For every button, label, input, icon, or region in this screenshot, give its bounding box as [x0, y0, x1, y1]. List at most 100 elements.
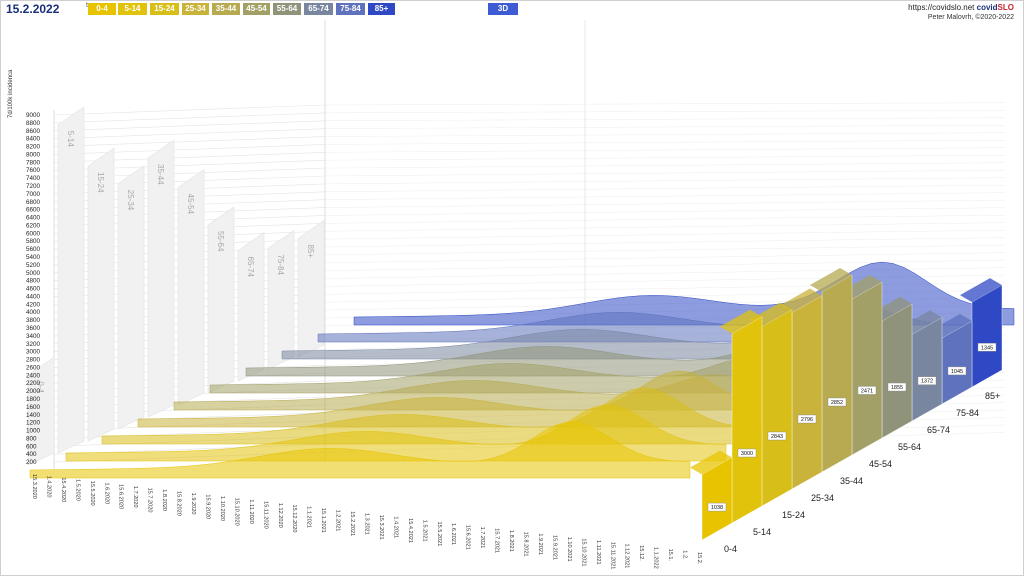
- x-date-label: 15.7.2020: [147, 488, 153, 513]
- x-date-label: 15.8.2020: [176, 491, 182, 516]
- legend-chip-25-34[interactable]: 25-34: [182, 3, 209, 15]
- x-date-label: 1.2.: [682, 550, 688, 560]
- y-tick-label: 7400: [26, 175, 41, 182]
- y-tick-label: 2200: [26, 380, 41, 387]
- x-date-label: 1.10.2021: [566, 537, 572, 562]
- x-date-label: 1.6.2021: [450, 523, 456, 545]
- y-tick-label: 1800: [26, 396, 41, 403]
- y-tick-label: 2400: [26, 372, 41, 379]
- legend-chip-75-84[interactable]: 75-84: [336, 3, 365, 15]
- x-date-label: 15.11.2021: [609, 542, 615, 570]
- y-tick-label: 9000: [26, 112, 41, 119]
- x-date-label: 1.10.2020: [219, 496, 225, 521]
- legend-chip-85+[interactable]: 85+: [368, 3, 395, 15]
- y-tick-label: 400: [26, 451, 37, 458]
- brand-slo: SLO: [997, 3, 1014, 12]
- value-label-box-35-44: [827, 397, 847, 407]
- legend-chip-15-24[interactable]: 15-24: [150, 3, 179, 15]
- back-peak-45-54: [177, 168, 205, 406]
- back-peak-label-75-84: 75-84: [276, 254, 285, 275]
- y-tick-label: 5400: [26, 254, 41, 261]
- x-date-label: 15.10.2021: [580, 538, 586, 566]
- y-axis-label: 7d/100k incidenca: [8, 69, 14, 118]
- y-tick-label: 3800: [26, 317, 41, 324]
- value-label-65-74: 1372: [921, 379, 933, 385]
- y-tick-label: 200: [26, 459, 37, 466]
- brand-covid: covid: [976, 3, 998, 12]
- y-tick-label: 1200: [26, 420, 41, 427]
- x-date-label: 1.9.2020: [190, 493, 196, 515]
- source-link[interactable]: https://covidslo.net covidSLO: [908, 3, 1014, 12]
- y-tick-label: 6800: [26, 199, 41, 206]
- value-label-75-84: 1045: [951, 369, 963, 375]
- x-date-label: 1.1.2022: [653, 547, 659, 569]
- back-peak-label-5-14: 5-14: [66, 131, 75, 148]
- back-peak-label-55-64: 55-64: [216, 231, 225, 252]
- value-label-45-54: 2471: [861, 388, 873, 394]
- value-block-65-74: [911, 317, 943, 422]
- view-3d-button[interactable]: 3D: [488, 3, 518, 15]
- value-label-box-0-4: [707, 502, 727, 512]
- age-axis-label-55-64: 55-64: [898, 442, 921, 452]
- y-tick-label: 2800: [26, 357, 41, 364]
- legend-chip-35-44[interactable]: 35-44: [212, 3, 240, 15]
- x-date-label: 15.2.2021: [349, 511, 355, 536]
- x-date-label: 15.4.2020: [60, 477, 66, 502]
- legend-chip-45-54[interactable]: 45-54: [243, 3, 270, 15]
- back-peak-75-84: [267, 229, 295, 370]
- history-ribbon-85+: [353, 261, 1015, 326]
- y-tick-label: 6000: [26, 230, 41, 237]
- value-block-top-5-14: [720, 309, 762, 334]
- x-date-label: 15.8.2021: [523, 532, 529, 557]
- x-date-label: 15.9.2020: [204, 494, 210, 519]
- age-axis-label-0-4: 0-4: [724, 544, 737, 554]
- value-label-box-25-34: [797, 414, 817, 424]
- x-date-label: 1.1.2021: [306, 506, 312, 528]
- back-peak-15-24: [87, 147, 115, 442]
- age-axis-label-35-44: 35-44: [840, 476, 863, 486]
- y-tick-label: 3600: [26, 325, 41, 332]
- back-peak-label-25-34: 25-34: [126, 190, 135, 211]
- value-block-top-85+: [960, 278, 1002, 303]
- value-label-box-75-84: [947, 366, 967, 376]
- value-block-35-44: [821, 274, 853, 473]
- y-tick-label: 8200: [26, 144, 41, 151]
- y-tick-label: 2600: [26, 364, 41, 371]
- y-tick-label: 3000: [26, 349, 41, 356]
- value-block-85+: [971, 284, 1003, 388]
- y-tick-label: 5600: [26, 246, 41, 253]
- legend-chip-5-14[interactable]: 5-14: [118, 3, 147, 15]
- legend-chip-0-4[interactable]: 0-4: [88, 3, 116, 15]
- x-date-label: 15.9.2021: [551, 535, 557, 560]
- y-tick-label: 7000: [26, 191, 41, 198]
- back-peak-65-74: [237, 231, 265, 382]
- age-axis-label-85+: 85+: [985, 391, 1000, 401]
- x-date-label: 1.11.2021: [595, 540, 601, 564]
- legend-chip-55-64[interactable]: 55-64: [273, 3, 301, 15]
- y-tick-label: 3400: [26, 333, 41, 340]
- x-date-label: 1.7.2020: [132, 486, 138, 508]
- y-tick-label: 5200: [26, 262, 41, 269]
- value-block-5-14: [731, 316, 763, 524]
- age-axis-label-45-54: 45-54: [869, 459, 892, 469]
- back-peak-label-15-24: 15-24: [96, 172, 105, 193]
- back-peak-25-34: [117, 165, 145, 430]
- y-tick-label: 6600: [26, 207, 41, 214]
- legend-chip-65-74[interactable]: 65-74: [304, 3, 333, 15]
- y-tick-label: 4400: [26, 293, 41, 300]
- x-date-label: 1.11.2020: [248, 499, 254, 523]
- back-peak-5-14: [57, 106, 85, 454]
- value-label-box-5-14: [737, 448, 757, 458]
- value-label-15-24: 2843: [771, 434, 783, 440]
- back-peak-35-44: [147, 139, 175, 418]
- value-block-25-34: [791, 295, 823, 490]
- current-date: 15.2.2022: [6, 2, 60, 16]
- value-label-35-44: 2852: [831, 400, 843, 406]
- value-label-box-85+: [977, 343, 997, 352]
- x-date-label: 1.3.2021: [364, 513, 370, 535]
- x-date-label: 15.12.2020: [291, 505, 297, 533]
- y-tick-label: 1000: [26, 428, 41, 435]
- y-tick-label: 4800: [26, 278, 41, 285]
- x-date-label: 1.8.2021: [508, 530, 514, 552]
